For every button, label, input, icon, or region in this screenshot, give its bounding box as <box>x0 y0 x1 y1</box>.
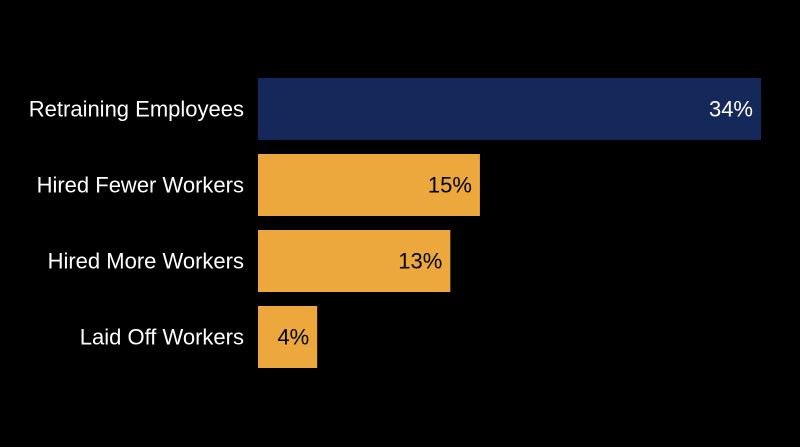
bar-retraining-employees <box>258 78 761 140</box>
category-label: Hired Fewer Workers <box>37 173 244 198</box>
bars-group <box>258 78 761 368</box>
category-label: Laid Off Workers <box>80 325 244 350</box>
value-label: 15% <box>428 173 472 198</box>
category-label: Retraining Employees <box>29 97 244 122</box>
category-label: Hired More Workers <box>48 249 244 274</box>
bar-laid-off-workers <box>258 306 318 368</box>
value-labels-group: 34% 15% 13% 4% <box>277 97 753 350</box>
bar-hired-fewer-workers <box>258 154 480 216</box>
value-label: 34% <box>709 97 753 122</box>
bar-hired-more-workers <box>258 230 451 292</box>
value-label: 13% <box>398 249 442 274</box>
category-labels-group: Retraining Employees Hired Fewer Workers H… <box>29 97 244 350</box>
value-label: 4% <box>277 325 309 350</box>
